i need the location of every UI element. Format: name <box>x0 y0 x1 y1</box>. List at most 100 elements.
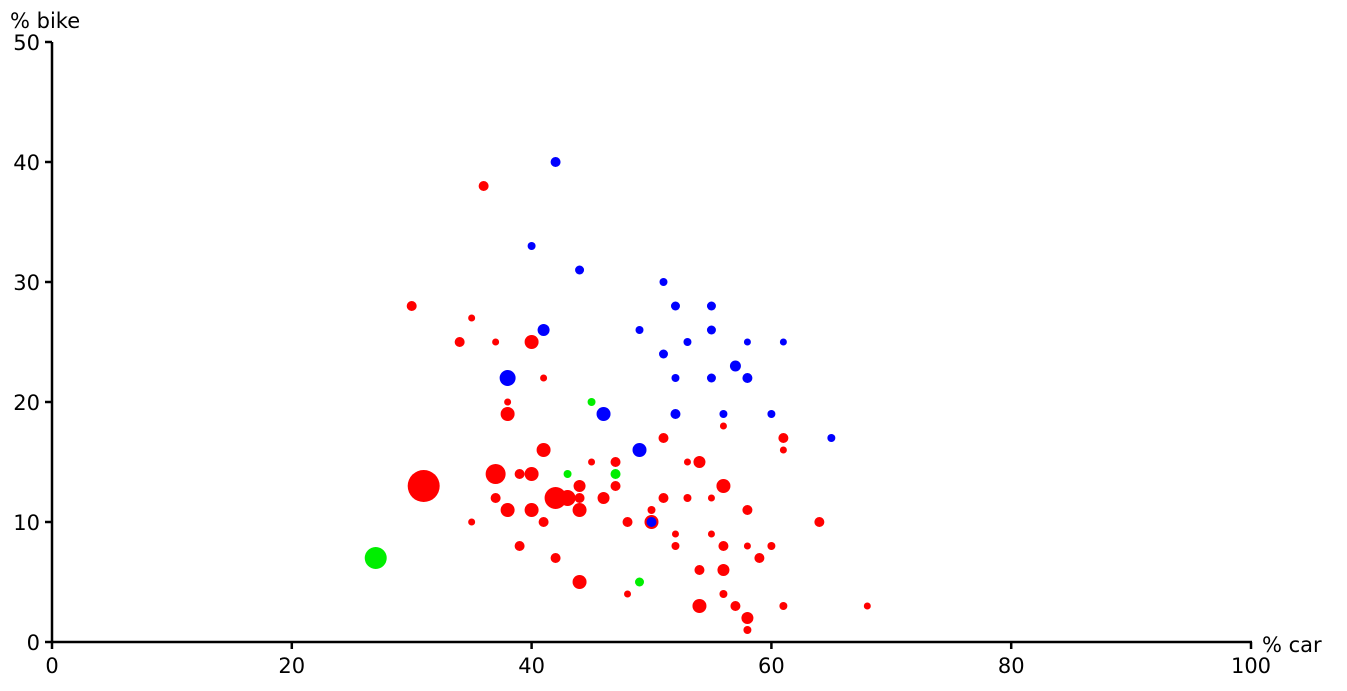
point <box>658 349 668 359</box>
point <box>658 433 669 443</box>
point <box>719 422 727 430</box>
point <box>729 360 741 372</box>
point <box>468 314 476 322</box>
y-tick-label: 50 <box>13 31 40 55</box>
point <box>683 458 691 466</box>
point <box>730 601 741 611</box>
point <box>694 565 705 575</box>
point <box>647 506 656 514</box>
point <box>683 338 692 346</box>
point <box>779 446 787 454</box>
point <box>717 564 730 576</box>
point <box>778 433 789 443</box>
point <box>635 326 644 334</box>
point <box>500 407 515 421</box>
point <box>538 517 549 527</box>
point <box>646 517 657 527</box>
point <box>572 503 587 517</box>
point <box>767 410 776 418</box>
point <box>706 301 716 311</box>
point <box>827 434 836 442</box>
point <box>527 242 536 250</box>
point <box>670 409 681 419</box>
point <box>743 542 751 550</box>
point <box>610 469 621 479</box>
point <box>514 469 525 479</box>
point <box>692 599 707 613</box>
point <box>635 577 645 587</box>
point <box>707 530 715 538</box>
point <box>597 492 610 504</box>
point <box>742 373 753 383</box>
point <box>707 494 715 502</box>
point <box>407 470 440 502</box>
point <box>671 374 680 382</box>
point <box>658 493 669 503</box>
point <box>742 505 753 515</box>
point <box>719 590 728 598</box>
x-tick-label: 20 <box>278 654 305 678</box>
point <box>706 325 716 335</box>
point <box>406 301 417 311</box>
point <box>683 494 692 502</box>
point <box>540 374 548 382</box>
point <box>364 547 387 569</box>
point <box>610 481 621 491</box>
point <box>524 467 539 481</box>
point <box>514 541 525 551</box>
point <box>563 470 572 478</box>
point <box>624 590 632 598</box>
point <box>587 398 596 406</box>
x-tick-label: 0 <box>45 654 58 678</box>
y-tick-label: 30 <box>13 271 40 295</box>
point <box>716 479 731 493</box>
point <box>559 490 576 506</box>
point <box>659 278 668 286</box>
point <box>544 487 567 509</box>
point <box>575 265 585 275</box>
point <box>741 612 754 624</box>
point <box>550 553 561 563</box>
point <box>524 503 539 517</box>
x-axis-label: % car <box>1262 633 1322 657</box>
point <box>499 370 516 386</box>
point <box>610 457 621 467</box>
y-tick-label: 10 <box>13 511 40 535</box>
point <box>478 181 489 191</box>
point <box>454 337 465 347</box>
point <box>573 480 586 492</box>
point <box>537 324 550 336</box>
point <box>718 541 729 551</box>
point <box>536 443 551 457</box>
point <box>743 626 752 634</box>
x-tick-label: 100 <box>1231 654 1271 678</box>
point <box>779 338 787 346</box>
point <box>706 373 716 383</box>
point <box>492 338 500 346</box>
point <box>572 575 587 589</box>
point <box>596 407 611 421</box>
point <box>588 458 596 466</box>
point <box>490 493 501 503</box>
point <box>670 301 680 311</box>
point <box>500 503 515 517</box>
y-axis-label: % bike <box>10 9 80 33</box>
point <box>550 157 561 167</box>
point <box>632 443 647 457</box>
point <box>468 518 476 526</box>
y-tick-label: 40 <box>13 151 40 175</box>
point <box>814 517 825 527</box>
x-tick-label: 80 <box>998 654 1025 678</box>
point <box>574 493 585 503</box>
point <box>779 602 788 610</box>
x-tick-label: 40 <box>518 654 545 678</box>
point <box>693 456 706 468</box>
point <box>754 553 765 563</box>
x-tick-label: 60 <box>758 654 785 678</box>
point <box>671 542 680 550</box>
point <box>504 398 512 406</box>
point <box>622 517 633 527</box>
point <box>719 410 728 418</box>
